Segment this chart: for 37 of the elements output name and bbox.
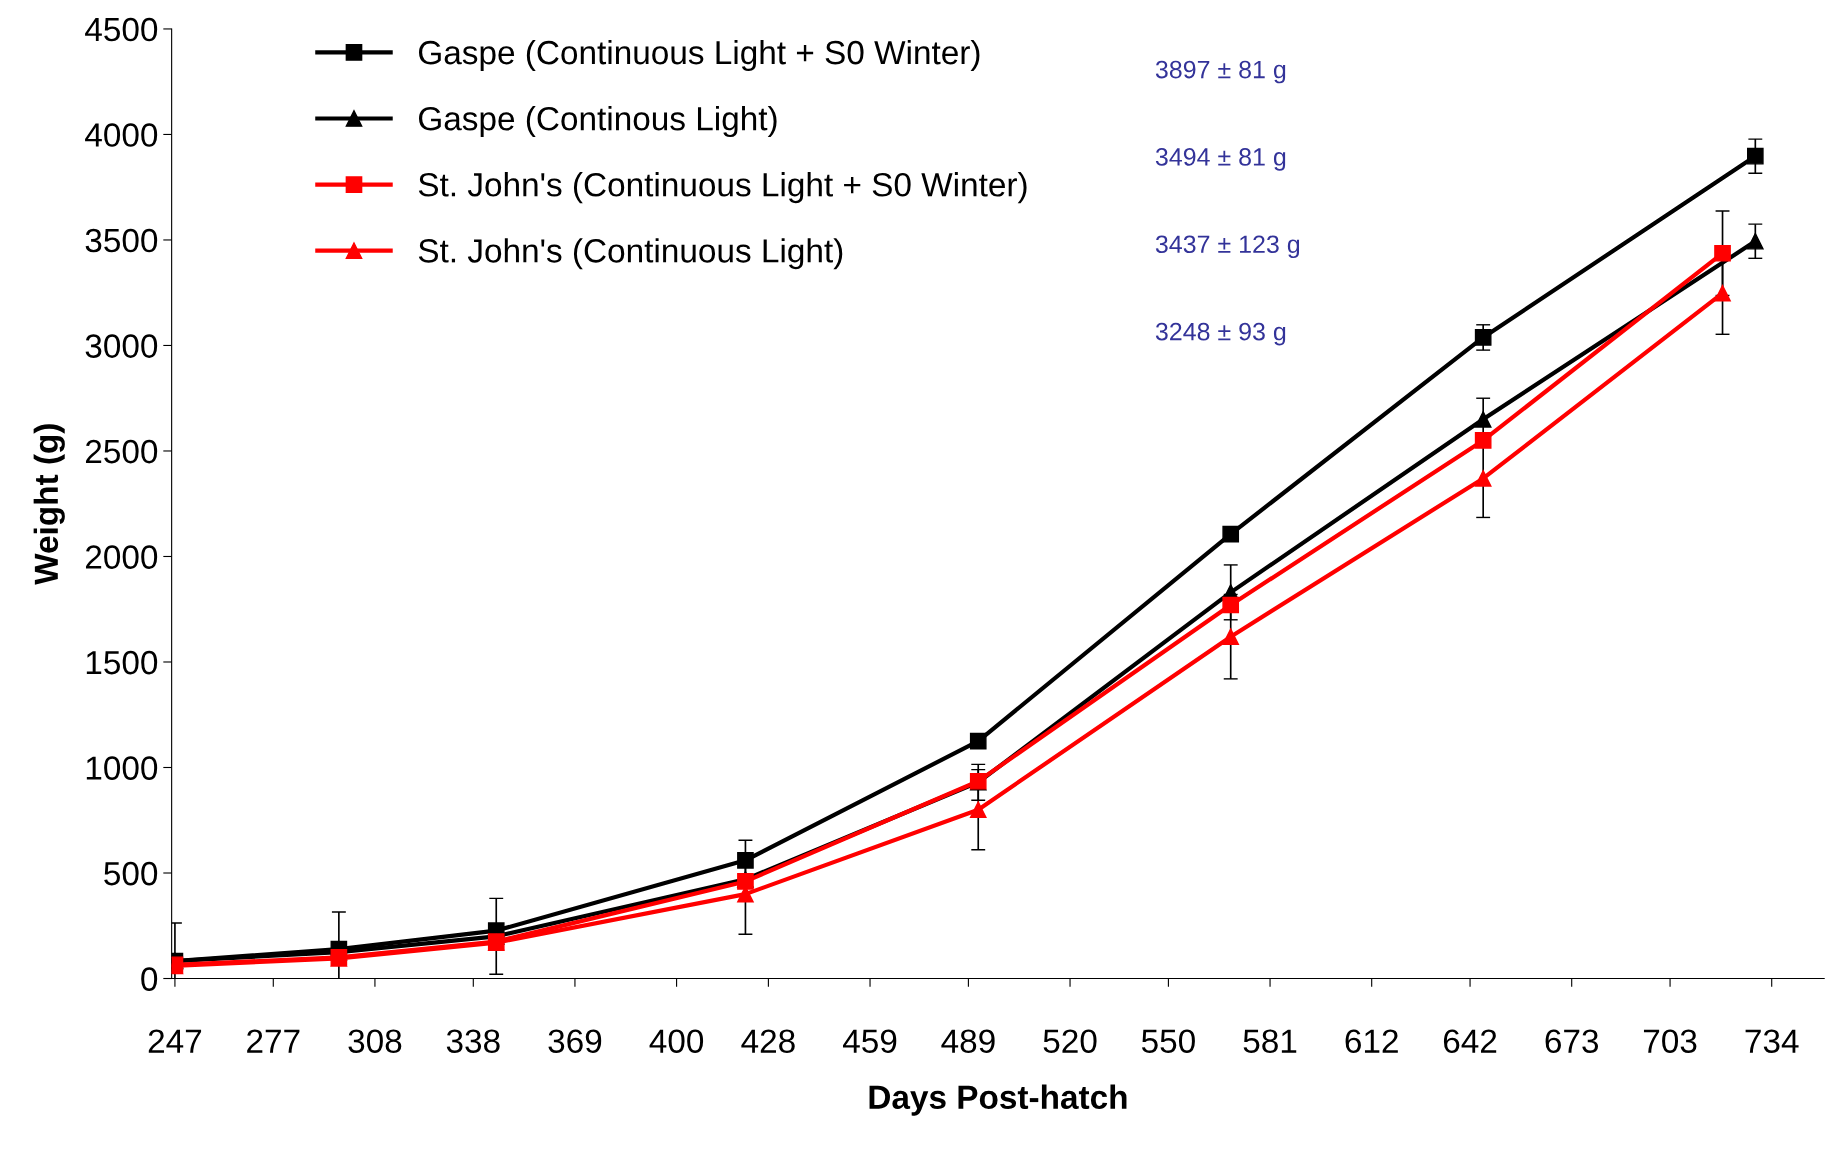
x-tick-label: 400 [649, 1029, 704, 1053]
x-tick-label: 612 [1345, 1029, 1398, 1053]
annotation: 3494 ± 81 g [1155, 148, 1286, 171]
y-tick-label: 1500 [86, 650, 158, 675]
y-tick-label: 4500 [85, 17, 158, 42]
y-tick-label: 2500 [85, 439, 158, 464]
x-tick-label: 308 [348, 1029, 402, 1053]
x-tick-label: 489 [941, 1029, 995, 1053]
annotation: 3437 ± 123 g [1155, 235, 1300, 259]
x-tick-label: 703 [1643, 1029, 1697, 1053]
x-tick-label: 550 [1141, 1029, 1195, 1053]
y-axis-title: Weight (g) [33, 424, 65, 585]
y-tick-label: 0 [141, 967, 158, 991]
x-tick-label: 277 [247, 1029, 300, 1053]
x-tick-label: 520 [1043, 1029, 1097, 1053]
y-tick-label: 1000 [86, 756, 158, 780]
x-axis-title: Days Post-hatch [869, 1084, 1127, 1116]
y-tick-label: 3500 [85, 228, 158, 253]
legend-label: Gaspe (Continuous Light + S0 Winter) [419, 39, 980, 72]
x-tick-label: 734 [1745, 1029, 1799, 1053]
x-tick-label: 247 [148, 1029, 202, 1053]
annotation: 3248 ± 93 g [1155, 322, 1286, 346]
y-tick-label: 4000 [85, 123, 158, 147]
x-tick-label: 459 [843, 1029, 897, 1053]
x-tick-label: 428 [741, 1029, 795, 1053]
y-tick-label: 500 [104, 861, 158, 886]
x-tick-label: 338 [446, 1029, 500, 1053]
x-tick-label: 581 [1243, 1029, 1297, 1053]
legend-label: Gaspe (Continous Light) [419, 106, 777, 138]
x-tick-label: 673 [1545, 1029, 1599, 1053]
y-tick-label: 2000 [85, 545, 158, 569]
x-tick-label: 642 [1443, 1029, 1497, 1053]
legend-label: St. John's (Continuous Light) [418, 238, 843, 270]
y-tick-label: 3000 [85, 334, 158, 358]
legend-label: St. John's (Continuous Light + S0 Winter) [418, 172, 1027, 204]
annotation: 3897 ± 81 g [1155, 60, 1286, 84]
x-tick-label: 369 [548, 1029, 602, 1053]
